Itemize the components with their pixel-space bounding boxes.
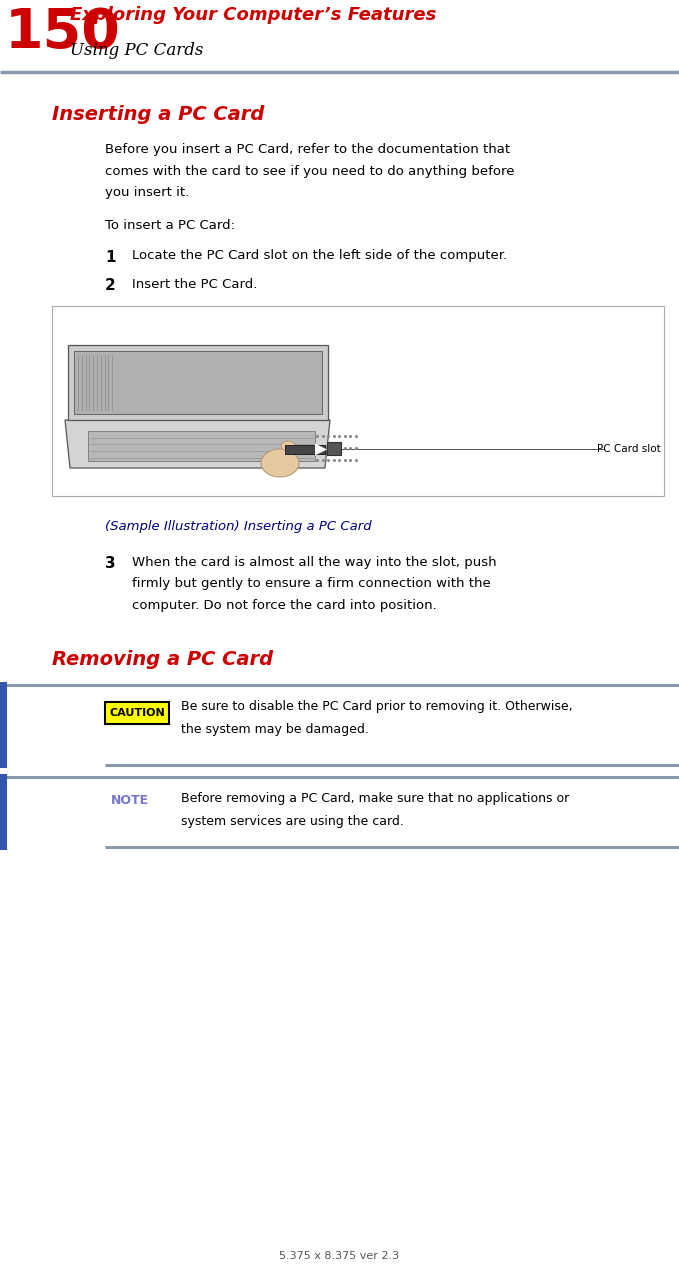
Text: Inserting a PC Card: Inserting a PC Card: [52, 105, 264, 125]
Bar: [285, 445, 325, 454]
Text: Exploring Your Computer’s Features: Exploring Your Computer’s Features: [70, 6, 437, 24]
Bar: [88, 431, 315, 461]
Bar: [0, 774, 7, 850]
Text: computer. Do not force the card into position.: computer. Do not force the card into pos…: [132, 599, 437, 613]
FancyBboxPatch shape: [52, 306, 664, 496]
Bar: [74, 351, 322, 414]
Text: 3: 3: [105, 555, 115, 571]
Text: Before you insert a PC Card, refer to the documentation that: Before you insert a PC Card, refer to th…: [105, 144, 510, 156]
Polygon shape: [65, 419, 330, 468]
Text: PC Card slot: PC Card slot: [598, 444, 661, 454]
Text: system services are using the card.: system services are using the card.: [181, 815, 404, 827]
Text: When the card is almost all the way into the slot, push: When the card is almost all the way into…: [132, 555, 496, 569]
Polygon shape: [68, 344, 328, 419]
Ellipse shape: [281, 441, 295, 451]
Text: Removing a PC Card: Removing a PC Card: [52, 649, 273, 669]
Text: NOTE: NOTE: [111, 794, 149, 807]
Text: 150: 150: [5, 6, 121, 60]
Bar: [105, 702, 169, 724]
Text: Be sure to disable the PC Card prior to removing it. Otherwise,: Be sure to disable the PC Card prior to …: [181, 700, 572, 713]
Text: firmly but gently to ensure a firm connection with the: firmly but gently to ensure a firm conne…: [132, 577, 491, 591]
Text: 5.375 x 8.375 ver 2.3: 5.375 x 8.375 ver 2.3: [280, 1251, 399, 1261]
Text: Before removing a PC Card, make sure that no applications or: Before removing a PC Card, make sure tha…: [181, 792, 569, 805]
Bar: [327, 442, 341, 455]
Ellipse shape: [261, 449, 299, 477]
Text: Locate the PC Card slot on the left side of the computer.: Locate the PC Card slot on the left side…: [132, 249, 507, 263]
Text: CAUTION: CAUTION: [109, 708, 165, 718]
Text: Using PC Cards: Using PC Cards: [70, 42, 204, 58]
Text: Insert the PC Card.: Insert the PC Card.: [132, 278, 257, 291]
Bar: [0, 683, 7, 768]
Text: you insert it.: you insert it.: [105, 186, 189, 200]
Text: (Sample Illustration) Inserting a PC Card: (Sample Illustration) Inserting a PC Car…: [105, 520, 371, 533]
Text: 2: 2: [105, 278, 115, 294]
Text: To insert a PC Card:: To insert a PC Card:: [105, 219, 235, 233]
Polygon shape: [315, 444, 327, 455]
Text: comes with the card to see if you need to do anything before: comes with the card to see if you need t…: [105, 164, 515, 178]
Text: 1: 1: [105, 249, 115, 264]
Text: the system may be damaged.: the system may be damaged.: [181, 722, 369, 736]
